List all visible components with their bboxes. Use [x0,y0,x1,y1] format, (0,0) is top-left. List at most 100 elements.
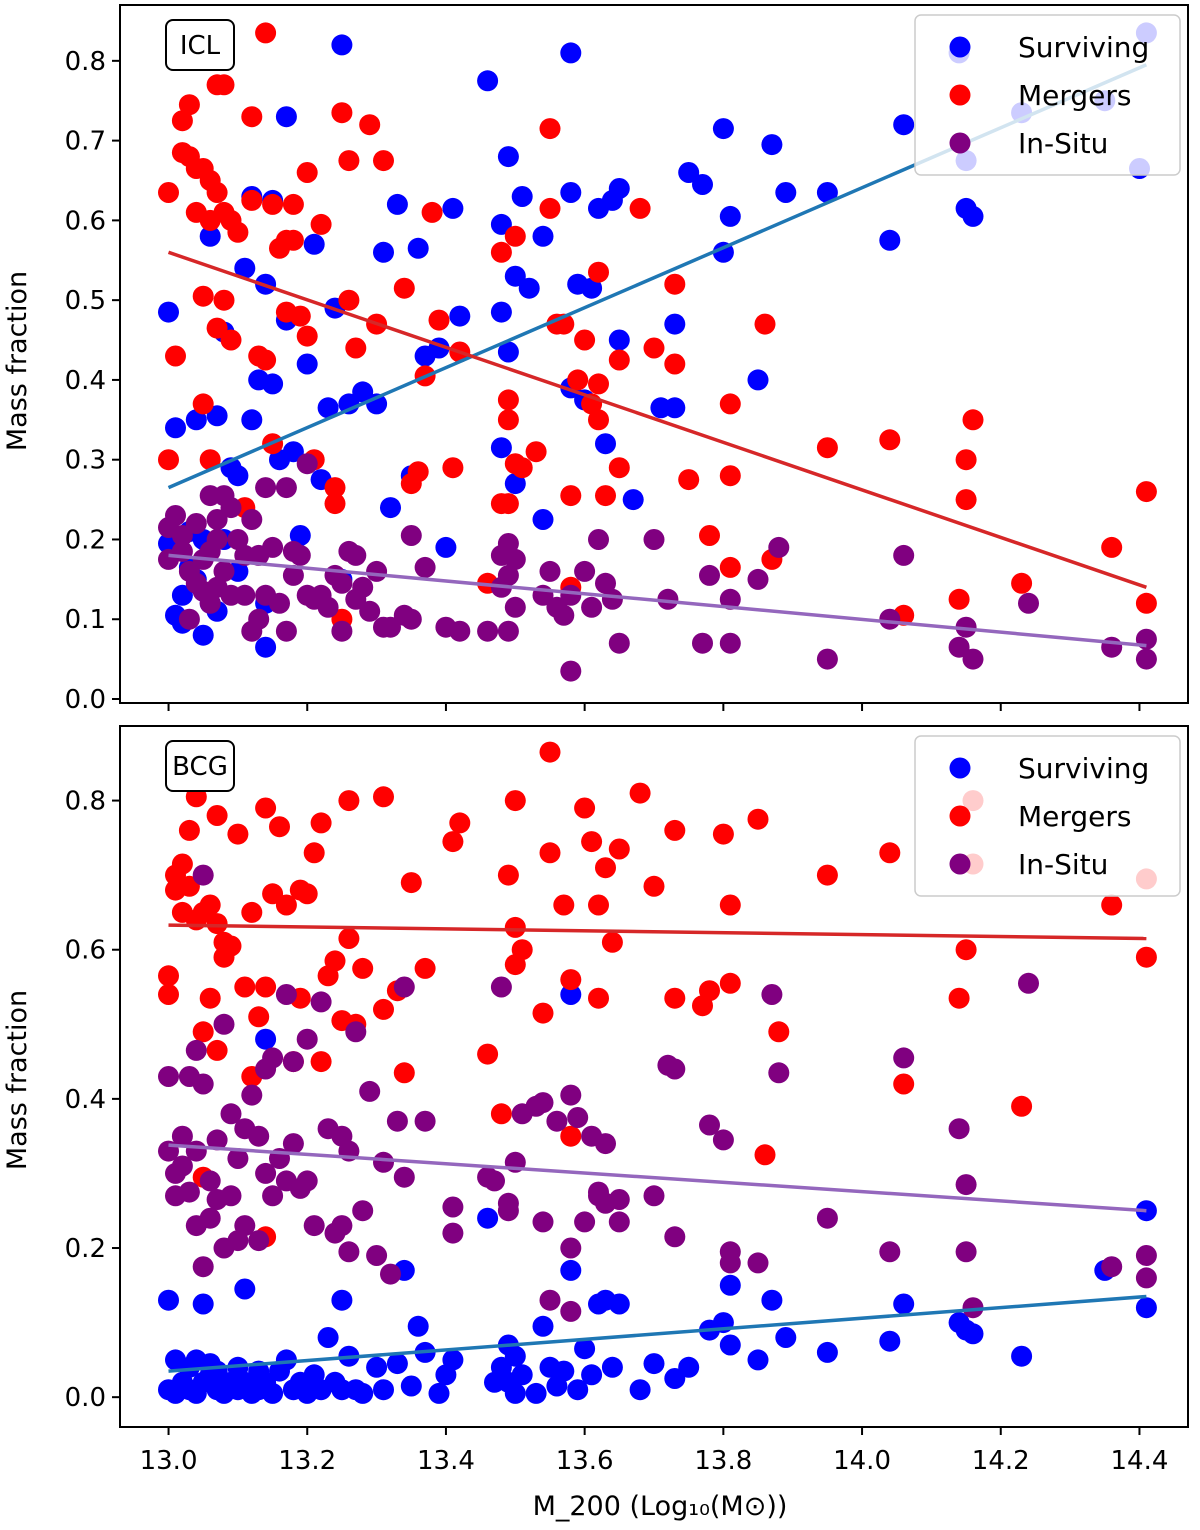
icl-surviving-point [262,373,284,395]
bcg-in-situ-point [296,1028,318,1050]
icl-mergers-point [178,94,200,116]
icl-mergers-point [255,349,277,371]
icl-mergers-point [442,457,464,479]
bcg-y-ticks: 0.0 0.2 0.4 0.6 0.8 [65,787,120,1413]
bcg-mergers-point [1011,1095,1033,1117]
bcg-mergers-point [324,950,346,972]
bcg-surviving-trend-line [168,1294,1147,1373]
bcg-in-situ-point [373,1151,394,1173]
bcg-surviving-point [879,1330,901,1352]
bcg-surviving-point [761,1289,783,1311]
icl-mergers-point [241,106,263,128]
bcg-mergers-point [206,913,228,935]
bcg-in-situ-point [719,1252,741,1274]
icl-surviving-point [296,353,318,375]
bcg-surviving-point [386,1353,408,1375]
icl-surviving-point [185,409,207,431]
icl-legend-box [914,14,1181,176]
bcg-in-situ-point [664,1226,686,1248]
icl-surviving-point [816,182,838,203]
icl-surviving-point [442,197,464,219]
bcg-mergers-point [588,894,609,916]
bcg-mergers-point [588,987,609,1009]
icl-surviving-point [255,636,277,658]
icl-mergers-point [1135,592,1157,614]
bcg-mergers-point [303,842,325,864]
bcg-in-situ-point [227,1148,249,1169]
bcg-surviving-point [678,1356,700,1378]
icl-mergers-point [227,221,249,243]
bcg-surviving-point [560,1259,582,1281]
bcg-points [158,741,1157,1404]
icl-mergers-point [608,457,630,479]
bcg-in-situ-point [386,1110,408,1132]
bcg-in-situ-point [171,1125,193,1147]
y-axis-title-top: Mass fraction [2,271,33,451]
bcg-mergers-point [629,782,651,804]
bcg-surviving-point [525,1382,547,1404]
icl-in-situ-point [262,536,284,558]
bcg-mergers-point [255,797,277,819]
icl-mergers-point [948,588,970,610]
icl-mergers-point [206,182,228,203]
bcg-mergers-point [719,972,741,994]
bcg-in-situ-point [948,1118,970,1140]
icl-in-situ-point [595,572,616,594]
icl-surviving-point [622,489,644,511]
bcg-mergers-point [400,872,422,894]
bcg-surviving-point [747,1349,769,1371]
bcg-surviving-point [158,1289,179,1311]
bcg-surviving-point [373,1379,394,1401]
bcg-in-situ-point [1135,1267,1157,1289]
bcg-in-situ-point [484,1170,505,1192]
bcg-surviving-point [366,1356,388,1378]
icl-in-situ-point [581,596,603,618]
icl-mergers-point [310,213,332,235]
icl-mergers-point [490,241,512,263]
icl-in-situ-point [497,620,519,642]
icl-in-situ-point [719,588,741,610]
icl-mergers-point [816,437,838,459]
bcg-in-situ-point [303,1215,325,1237]
icl-mergers-trend-line [167,250,1147,589]
icl-mergers-point [158,182,179,203]
icl-in-situ-point [747,568,769,590]
icl-surviving-point [581,277,603,299]
bcg-mergers-point [477,1043,499,1065]
icl-in-situ-point [699,564,720,586]
icl-panel-label: ICL [165,19,235,71]
bcg-in-situ-point [962,1297,984,1319]
icl-mergers-point [296,162,318,183]
icl-label-box [165,19,235,71]
icl-surviving-point [664,397,686,419]
bcg-in-situ-point [331,1215,353,1237]
bcg-in-situ-point [241,1084,263,1106]
bcg-x-tick-label: 13.8 [694,1446,752,1476]
bcg-mergers-point [539,741,561,763]
icl-surviving-point [560,182,582,203]
icl-surviving-point [761,134,783,156]
icl-mergers-point [421,201,443,223]
bcg-mergers-point [816,864,838,886]
icl-in-situ-point [269,592,290,614]
icl-mergers-point [345,337,367,359]
bcg-legend-label-in-situ: In-Situ [1018,848,1108,881]
icl-in-situ-point [560,584,582,606]
bcg-y-tick-label: 0.4 [65,1085,106,1115]
bcg-legend: Surviving Mergers In-Situ [914,735,1181,897]
icl-mergers-point [539,118,561,140]
icl-mergers-point [955,489,977,511]
icl-panel: SurvivingMergersIn-SituICL0.00.10.20.30.… [65,4,1189,715]
bcg-in-situ-point [359,1080,381,1102]
bcg-surviving-point [400,1375,422,1397]
icl-surviving-point [275,106,297,128]
icl-surviving-point [678,162,700,183]
bcg-surviving-point [574,1338,596,1360]
bcg-mergers-point [719,894,741,916]
icl-surviving-point [490,301,512,323]
icl-in-situ-point [560,660,582,682]
bcg-mergers-point [608,838,630,860]
icl-legend-label-surviving: Surviving [1018,31,1149,64]
bcg-mergers-point [178,819,200,841]
